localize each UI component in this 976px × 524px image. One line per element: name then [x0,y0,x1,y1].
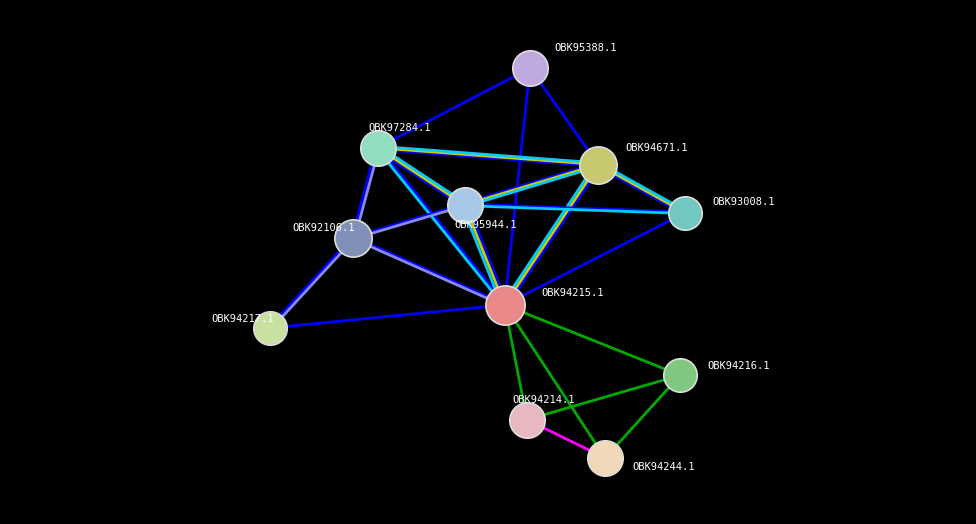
Text: OBK95944.1: OBK95944.1 [455,220,517,230]
Text: OBK97284.1: OBK97284.1 [368,123,430,133]
Text: OBK95388.1: OBK95388.1 [554,43,617,53]
Point [370,144,386,152]
Text: OBK94217.1: OBK94217.1 [212,313,274,324]
Point [597,454,613,462]
Text: OBK92106.1: OBK92106.1 [293,223,355,234]
Point [263,324,278,332]
Text: OBK94671.1: OBK94671.1 [626,143,688,153]
Text: OBK94244.1: OBK94244.1 [632,462,695,473]
Point [346,234,361,242]
Point [677,209,693,217]
Text: OBK94214.1: OBK94214.1 [512,395,575,405]
Text: OBK94215.1: OBK94215.1 [542,288,604,299]
Point [590,160,606,169]
Point [672,371,688,379]
Text: OBK93008.1: OBK93008.1 [712,197,775,208]
Point [522,64,538,72]
Text: OBK94216.1: OBK94216.1 [708,361,770,371]
Point [519,416,535,424]
Point [497,301,512,309]
Point [457,201,472,209]
